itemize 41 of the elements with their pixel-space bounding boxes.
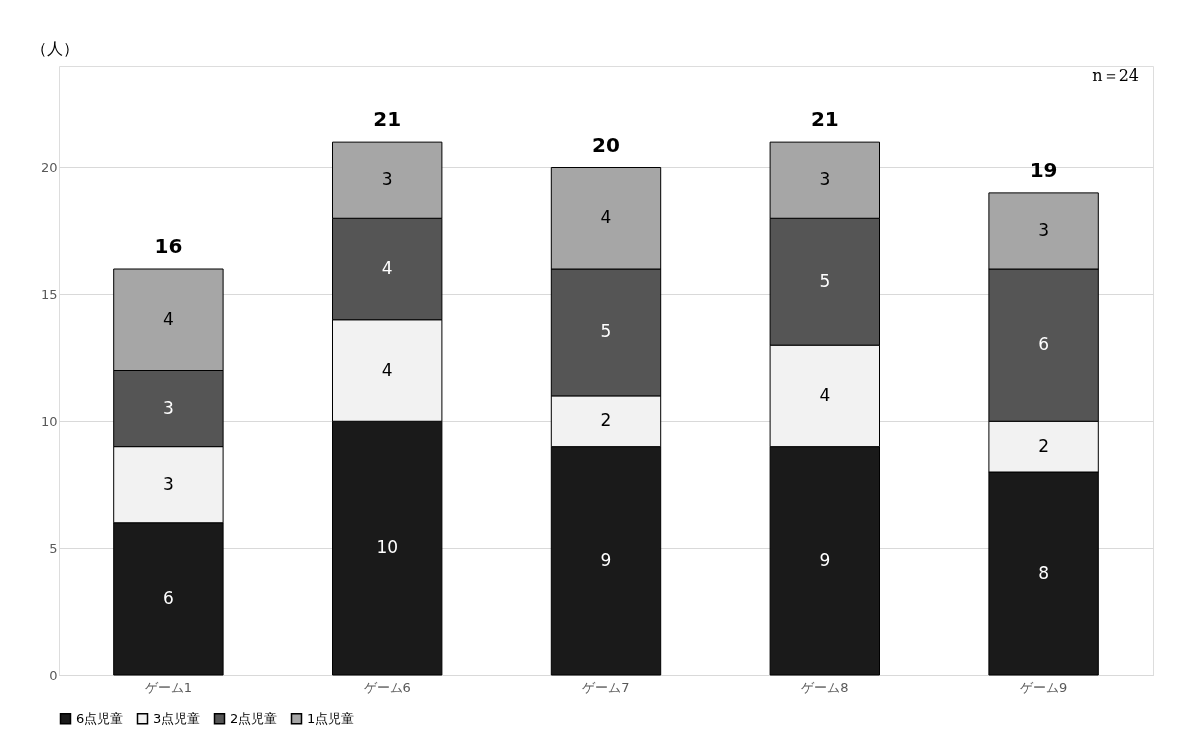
data-label: 9 [819,549,831,570]
total-label: 20 [592,132,620,157]
data-label: 4 [162,308,174,329]
x-tick-label: ゲーム8 [801,679,849,695]
legend-label: 6点児童 [76,710,124,726]
data-label: 6 [1038,334,1050,355]
total-label: 19 [1029,157,1058,182]
data-label: 9 [600,549,612,570]
y-tick-label: 10 [40,413,58,429]
x-tick-label: ゲーム7 [582,679,630,695]
data-label: 3 [162,397,174,418]
y-tick-label: 5 [49,540,58,556]
data-label: 3 [1038,219,1050,240]
y-axis-title: （人） [30,38,79,58]
x-tick-label: ゲーム6 [363,679,411,695]
data-label: 4 [600,207,612,228]
total-label: 21 [373,107,402,132]
data-label: 5 [600,321,612,342]
data-label: 5 [819,270,831,291]
total-label: 21 [810,107,839,132]
data-label: 3 [381,169,393,190]
data-label: 4 [819,384,831,405]
legend-label: 1点児童 [307,710,355,726]
x-tick-label: ゲーム9 [1019,679,1068,695]
data-label: 4 [381,258,393,278]
total-label: 16 [154,234,183,258]
data-label: 4 [381,359,393,380]
annotation: n＝24 [1092,66,1139,85]
data-label: 3 [162,473,174,494]
y-tick-label: 20 [40,160,58,175]
data-label: 6 [162,587,174,608]
y-tick-label: 0 [49,667,58,683]
data-label: 2 [1038,435,1050,456]
data-label: 2 [600,410,612,431]
legend-label: 2点児童 [230,710,278,726]
x-tick-label: ゲーム1 [144,679,193,695]
legend-label: 3点児童 [153,710,201,726]
data-label: 10 [376,537,399,558]
data-label: 3 [819,169,831,190]
y-tick-label: 15 [40,286,58,302]
data-label: 8 [1038,562,1050,583]
